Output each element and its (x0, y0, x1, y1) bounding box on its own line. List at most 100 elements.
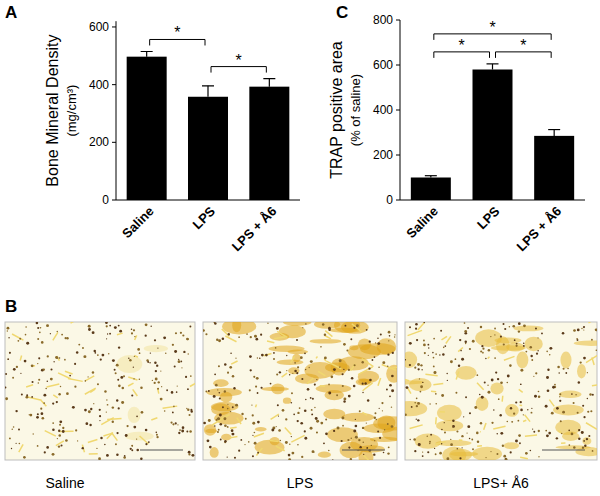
cell-dot (467, 327, 469, 329)
tissue-patch (436, 440, 472, 446)
tissue-patch (283, 397, 291, 403)
cell-dot (415, 323, 418, 326)
cell-dot (147, 361, 149, 363)
tissue-patch (505, 404, 519, 417)
cell-dot (416, 405, 418, 407)
cell-dot (567, 368, 569, 370)
cell-dot (104, 390, 106, 392)
cell-dot (354, 364, 356, 366)
tissue-fiber (291, 356, 295, 363)
cell-dot (297, 444, 299, 446)
cell-dot (536, 353, 538, 355)
tissue-patch (270, 437, 280, 445)
tissue-fiber (558, 430, 561, 432)
cell-dot (72, 406, 75, 409)
cell-dot (538, 395, 541, 398)
cell-dot (444, 345, 446, 347)
cell-dot (423, 340, 425, 342)
micrograph-label: Saline (46, 475, 85, 491)
cell-dot (503, 455, 506, 458)
error-bar-cap (487, 63, 499, 64)
cell-dot (427, 436, 428, 437)
cell-dot (32, 433, 33, 434)
cell-dot (320, 346, 322, 348)
cell-dot (11, 448, 12, 449)
cell-dot (409, 364, 411, 366)
cell-dot (556, 437, 558, 439)
cell-dot (514, 339, 516, 341)
tissue-fiber (68, 379, 83, 382)
tissue-fiber (134, 355, 138, 357)
cell-dot (387, 423, 389, 425)
cell-dot (53, 361, 54, 362)
cell-dot (394, 334, 395, 335)
cell-dot (16, 366, 18, 368)
cell-dot (562, 332, 565, 335)
cell-dot (525, 452, 528, 455)
cell-dot (227, 408, 229, 410)
cell-dot (128, 358, 129, 359)
cell-dot (180, 332, 182, 334)
cell-dot (500, 336, 502, 338)
cell-dot (596, 349, 597, 351)
cell-dot (31, 396, 33, 398)
cell-dot (414, 450, 416, 452)
cell-dot (123, 375, 125, 377)
tissue-patch (516, 351, 528, 368)
cell-dot (450, 360, 453, 363)
tissue-fiber (158, 388, 159, 394)
cell-dot (94, 350, 97, 353)
cell-dot (278, 415, 279, 416)
cell-dot (469, 348, 471, 350)
cell-dot (391, 375, 394, 378)
cell-dot (546, 434, 549, 437)
tissue-fiber (418, 322, 425, 330)
cell-dot (289, 444, 290, 445)
cell-dot (280, 440, 281, 441)
cell-dot (133, 366, 134, 367)
cell-dot (491, 379, 494, 382)
cell-dot (98, 457, 101, 460)
tissue-fiber (291, 435, 304, 442)
panel-label: C (336, 3, 348, 22)
y-tick (112, 84, 116, 85)
cell-dot (231, 429, 234, 432)
error-bar (425, 176, 437, 178)
tissue-fiber (477, 445, 482, 447)
cell-dot (292, 373, 293, 374)
y-axis-label: TRAP positive area (328, 41, 345, 179)
cell-dot (351, 438, 352, 439)
cell-dot (267, 322, 268, 323)
y-axis-line (116, 21, 117, 200)
cell-dot (343, 400, 345, 402)
cell-dot (362, 383, 364, 385)
cell-dot (488, 391, 491, 394)
cell-dot (418, 368, 420, 370)
tissue-fiber (519, 405, 522, 407)
cell-dot (337, 427, 340, 430)
cell-dot (218, 429, 220, 431)
cell-dot (158, 381, 160, 383)
cell-dot (416, 418, 417, 419)
cell-dot (5, 373, 7, 375)
tissue-patch (342, 413, 374, 422)
cell-dot (178, 360, 181, 363)
cell-dot (279, 430, 281, 432)
cell-dot (222, 406, 224, 408)
cell-dot (342, 385, 344, 387)
cell-dot (52, 422, 54, 424)
cell-dot (405, 414, 407, 416)
cell-dot (82, 447, 84, 449)
cell-dot (188, 353, 189, 354)
cell-dot (446, 457, 449, 460)
cell-dot (52, 402, 54, 404)
tissue-fiber (442, 336, 448, 340)
cell-dot (252, 414, 254, 416)
tissue-fiber (20, 356, 21, 361)
tissue-fiber (82, 445, 84, 453)
cell-dot (66, 392, 69, 395)
cell-dot (343, 397, 346, 400)
tissue (203, 322, 397, 460)
cell-dot (252, 455, 254, 457)
cell-dot (190, 375, 192, 377)
